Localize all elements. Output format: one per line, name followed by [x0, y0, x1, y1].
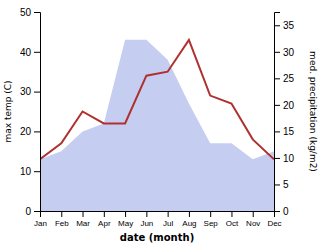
tick: Oct — [226, 211, 239, 228]
plot-area: JanFebMarAprMayJunJulAugSepOctNovDec0102… — [20, 7, 295, 228]
tick-mark — [189, 211, 190, 217]
tick-label: Jan — [34, 219, 47, 228]
tick: 40 — [20, 47, 40, 58]
tick-label: Sep — [204, 219, 219, 228]
tick: 10 — [274, 153, 295, 164]
tick-mark — [34, 131, 40, 132]
tick-mark — [34, 211, 40, 212]
tick-label: Apr — [98, 219, 111, 228]
tick-label: 30 — [283, 47, 295, 58]
tick-mark — [274, 78, 280, 79]
tick: 5 — [274, 179, 289, 190]
tick: 25 — [274, 73, 295, 84]
line — [40, 40, 274, 159]
tick-mark — [274, 105, 280, 106]
tick-mark — [274, 52, 280, 53]
tick-label: Dec — [267, 219, 281, 228]
tick-label: 15 — [283, 126, 295, 137]
tick-mark — [274, 184, 280, 185]
tick-label: Mar — [76, 219, 90, 228]
x-axis: Jan Feb Mar Apr May Jun Jul Aug Sep Oct Nov Dec — [34, 211, 282, 228]
tick: 10 — [20, 166, 40, 177]
tick: Apr — [98, 211, 111, 228]
tick-mark — [210, 211, 211, 217]
tick-label: 30 — [20, 86, 32, 97]
tick-label: Jun — [140, 219, 153, 228]
tick-mark — [34, 92, 40, 93]
tick: Nov — [246, 211, 260, 228]
tick: Jan — [34, 211, 47, 228]
tick-mark — [253, 211, 254, 217]
y-axis: 0 10 20 30 40 50 — [20, 7, 41, 217]
tick-label: Nov — [246, 219, 260, 228]
tick-label: 10 — [20, 166, 32, 177]
tick-label: 0 — [25, 206, 31, 217]
tick-mark — [34, 12, 40, 13]
tick: Dec — [267, 211, 281, 228]
tick-label: 5 — [283, 179, 289, 190]
tick-label: 0 — [283, 206, 289, 217]
tick-mark — [83, 211, 84, 217]
tick-label: Jul — [163, 219, 173, 228]
tick-mark — [274, 131, 280, 132]
tick: Jun — [140, 211, 153, 228]
tick-label: 10 — [283, 153, 295, 164]
tick: 20 — [274, 100, 295, 111]
marks — [40, 40, 274, 211]
tick: 0 — [274, 206, 289, 217]
y-axis-title: max temp (C) — [3, 80, 13, 142]
tick-mark — [274, 158, 280, 159]
tick: 35 — [274, 20, 295, 31]
y2-axis: 0 5 10 15 20 25 30 35 — [274, 13, 295, 217]
tick-mark — [61, 211, 62, 217]
tick: 30 — [274, 47, 295, 58]
tick-mark — [146, 211, 147, 217]
axis-line — [275, 13, 281, 212]
tick: 20 — [20, 126, 40, 137]
tick: 15 — [274, 126, 295, 137]
axis-line — [34, 13, 41, 212]
tick-mark — [274, 25, 280, 26]
tick: 50 — [20, 7, 40, 18]
axis-line — [41, 212, 275, 218]
tick-label: Aug — [182, 219, 196, 228]
tick-mark — [104, 211, 105, 217]
tick: Aug — [182, 211, 196, 228]
tick-label: Feb — [55, 219, 69, 228]
tick-label: May — [118, 219, 133, 228]
tick-label: 40 — [20, 47, 32, 58]
tick: 0 — [25, 206, 40, 217]
tick-label: 20 — [283, 100, 295, 111]
tick: 30 — [20, 86, 40, 97]
tick: Jul — [163, 211, 173, 228]
tick: Sep — [204, 211, 219, 228]
tick-label: 50 — [20, 7, 32, 18]
tick-label: Oct — [226, 219, 239, 228]
y2-axis-title: med. precipitation (kg/m2) — [308, 51, 318, 172]
tick-mark — [274, 211, 280, 212]
chart: JanFebMarAprMayJunJulAugSepOctNovDec0102… — [0, 0, 318, 247]
tick: May — [118, 211, 133, 228]
tick-label: 25 — [283, 73, 295, 84]
tick-label: 20 — [20, 126, 32, 137]
tick-mark — [34, 171, 40, 172]
tick-mark — [168, 211, 169, 217]
tick-mark — [125, 211, 126, 217]
tick: Mar — [76, 211, 90, 228]
tick: Feb — [55, 211, 69, 228]
area — [40, 40, 274, 211]
tick-label: 35 — [283, 20, 295, 31]
x-axis-title: date (month) — [120, 232, 194, 243]
tick-mark — [34, 52, 40, 53]
tick-mark — [231, 211, 232, 217]
